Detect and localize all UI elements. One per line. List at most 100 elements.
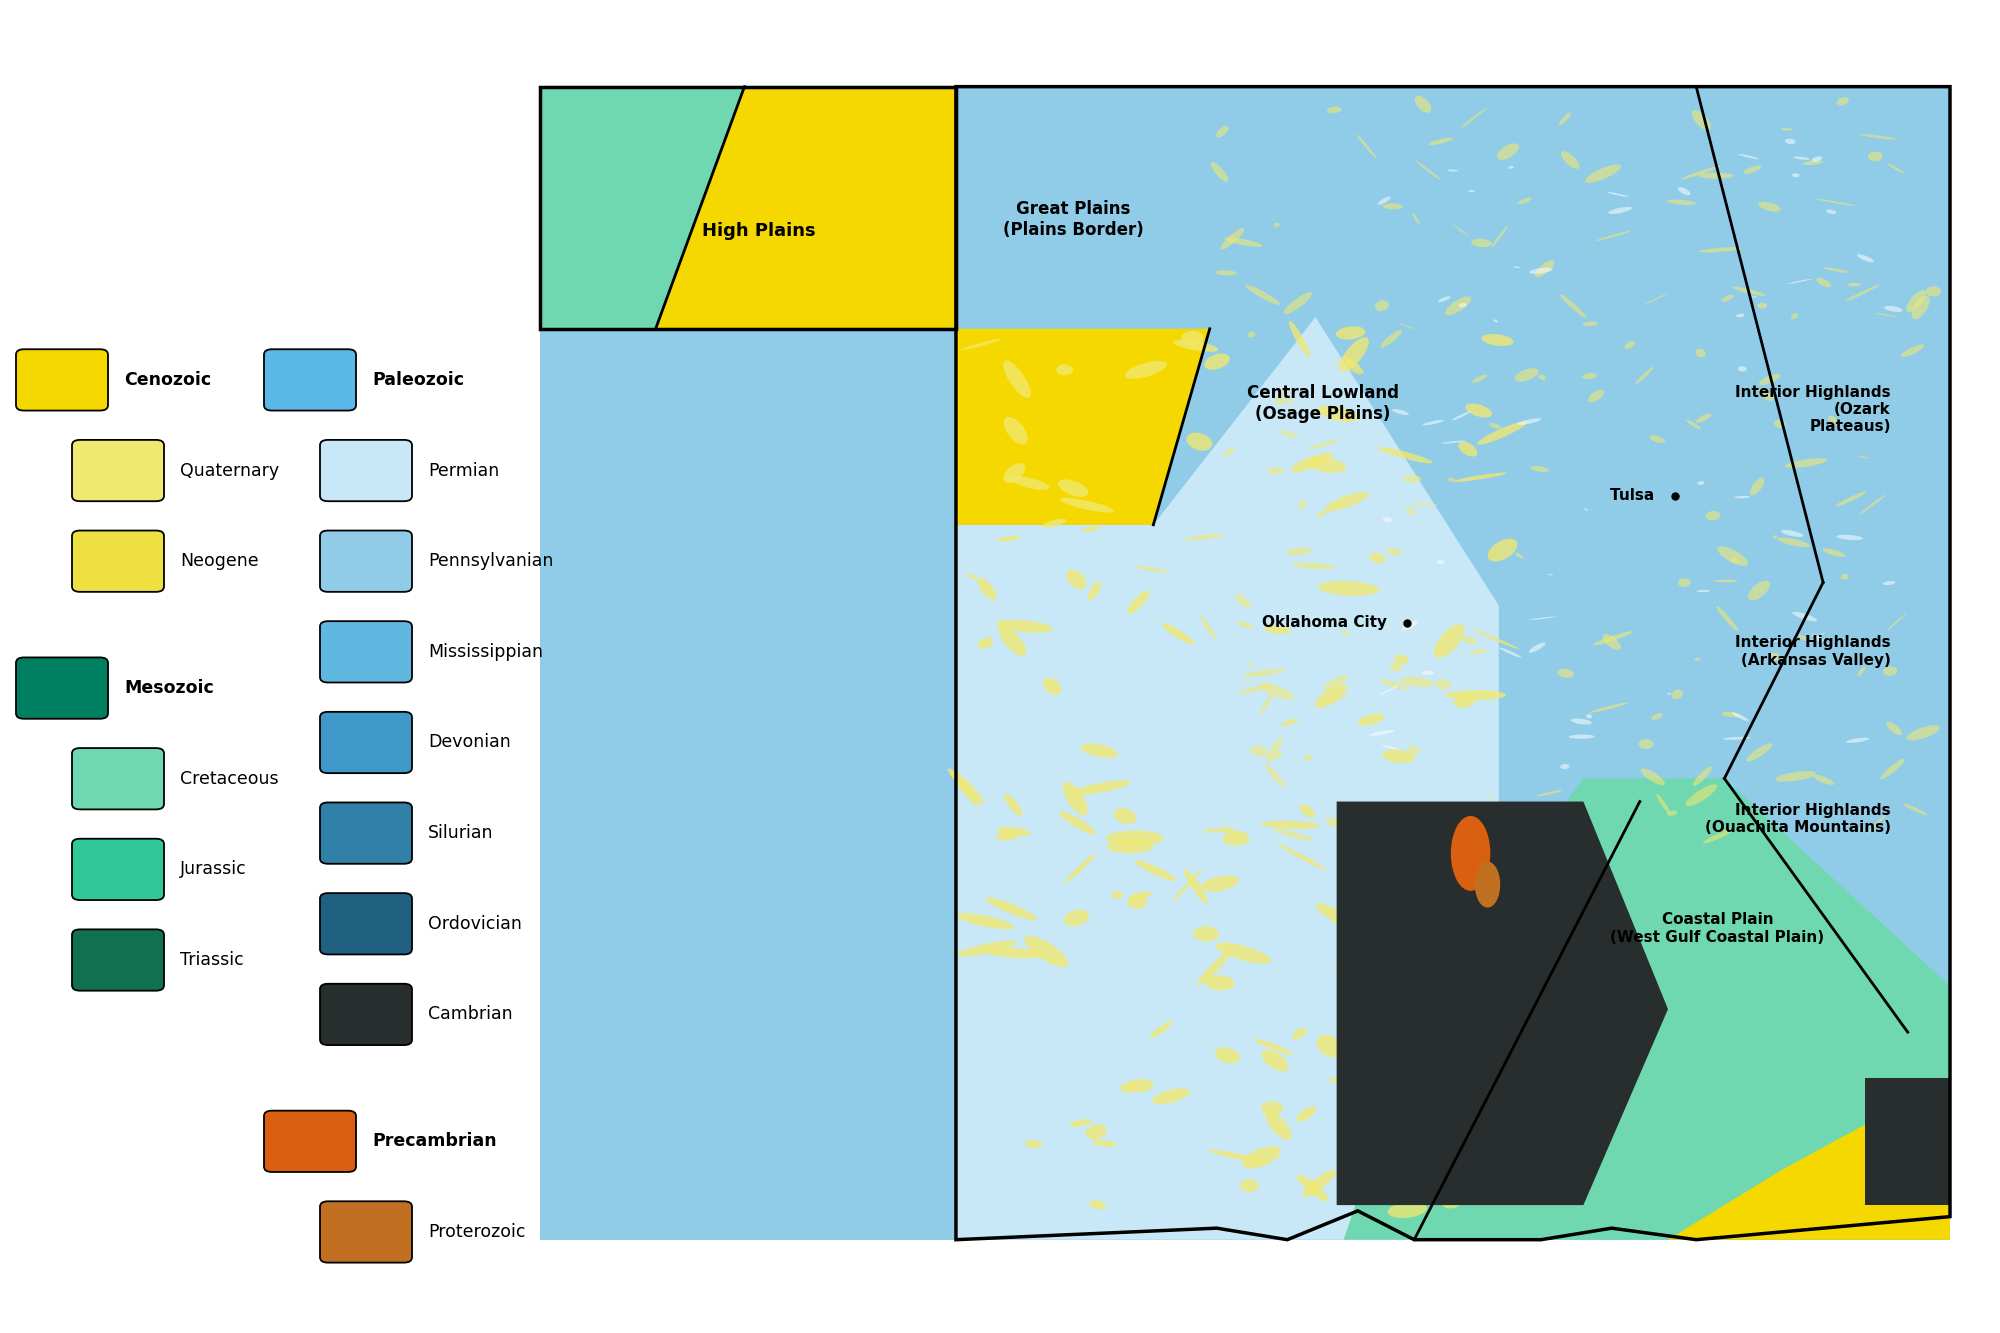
Ellipse shape [1130,892,1152,900]
Ellipse shape [1378,196,1390,205]
Ellipse shape [1136,567,1168,573]
FancyBboxPatch shape [320,440,412,501]
Ellipse shape [1530,467,1550,472]
Ellipse shape [1216,125,1228,137]
Ellipse shape [1772,535,1778,539]
Ellipse shape [1214,271,1236,276]
Ellipse shape [1586,164,1620,183]
Ellipse shape [1070,1118,1092,1126]
Ellipse shape [1042,519,1066,528]
Ellipse shape [1070,781,1130,794]
Ellipse shape [1406,508,1416,515]
Ellipse shape [1584,508,1588,511]
Ellipse shape [1260,690,1274,714]
Ellipse shape [1128,1078,1154,1092]
Ellipse shape [1570,718,1592,725]
Ellipse shape [1780,128,1792,131]
Ellipse shape [1266,765,1286,788]
Ellipse shape [1534,260,1554,277]
Ellipse shape [1458,303,1466,308]
Text: Oklahoma City: Oklahoma City [1262,616,1398,631]
Ellipse shape [1296,1106,1316,1121]
Ellipse shape [1062,782,1088,816]
Ellipse shape [1126,361,1166,379]
Ellipse shape [1548,573,1554,576]
Ellipse shape [1812,635,1824,643]
Ellipse shape [1836,97,1848,105]
Ellipse shape [1312,623,1320,624]
Ellipse shape [1792,612,1818,621]
Ellipse shape [1484,981,1524,996]
Ellipse shape [1646,293,1668,304]
Ellipse shape [1390,661,1404,672]
Ellipse shape [1868,152,1882,161]
Ellipse shape [1282,718,1298,726]
Ellipse shape [1678,187,1690,195]
Ellipse shape [1088,581,1100,600]
Ellipse shape [1332,360,1360,375]
Ellipse shape [1320,697,1352,701]
Ellipse shape [1716,607,1738,632]
Ellipse shape [1436,560,1444,564]
Ellipse shape [1382,910,1440,925]
Ellipse shape [1324,676,1348,690]
Text: Neogene: Neogene [180,552,258,571]
Ellipse shape [1472,375,1488,383]
Ellipse shape [1560,764,1570,769]
Ellipse shape [1784,459,1828,468]
Ellipse shape [1538,375,1546,380]
Ellipse shape [1736,313,1744,317]
Ellipse shape [1010,476,1050,491]
Ellipse shape [1846,737,1870,742]
Ellipse shape [1560,295,1586,319]
Text: Mesozoic: Mesozoic [124,678,214,697]
Ellipse shape [1220,228,1244,249]
Ellipse shape [1858,666,1866,676]
Ellipse shape [1514,267,1520,268]
Ellipse shape [1090,1200,1106,1209]
Ellipse shape [1452,411,1472,420]
Ellipse shape [1702,829,1734,844]
Ellipse shape [1080,744,1118,758]
Ellipse shape [1880,758,1904,780]
Ellipse shape [1758,201,1780,212]
Text: Silurian: Silurian [428,824,494,842]
Ellipse shape [978,637,994,649]
Ellipse shape [1186,433,1212,451]
Ellipse shape [1466,404,1492,417]
Ellipse shape [1698,481,1704,485]
Ellipse shape [1508,167,1514,169]
Ellipse shape [1472,239,1492,247]
Ellipse shape [1428,885,1460,902]
Ellipse shape [1266,1112,1292,1140]
Ellipse shape [1240,1178,1258,1192]
Text: Cambrian: Cambrian [428,1005,512,1024]
Ellipse shape [1590,702,1628,713]
Ellipse shape [1216,1048,1240,1064]
Ellipse shape [1244,680,1252,684]
Ellipse shape [1608,192,1628,197]
Ellipse shape [968,573,976,579]
Ellipse shape [962,339,1002,351]
Ellipse shape [1472,629,1518,649]
Ellipse shape [1886,163,1904,173]
Ellipse shape [1884,666,1898,676]
Ellipse shape [1268,468,1284,475]
Ellipse shape [1474,861,1500,908]
Ellipse shape [1722,712,1740,717]
Ellipse shape [1840,575,1848,580]
Ellipse shape [1222,821,1240,840]
Ellipse shape [1254,1038,1294,1056]
Ellipse shape [1082,527,1100,532]
Ellipse shape [1904,804,1928,816]
Ellipse shape [1906,725,1940,740]
Ellipse shape [1342,631,1350,636]
Ellipse shape [1696,413,1712,423]
Ellipse shape [1198,952,1230,985]
Ellipse shape [1380,685,1398,694]
Ellipse shape [956,913,1014,929]
Polygon shape [1668,1078,1950,1240]
Ellipse shape [1822,268,1850,273]
Ellipse shape [1514,553,1524,559]
Ellipse shape [1558,112,1572,125]
